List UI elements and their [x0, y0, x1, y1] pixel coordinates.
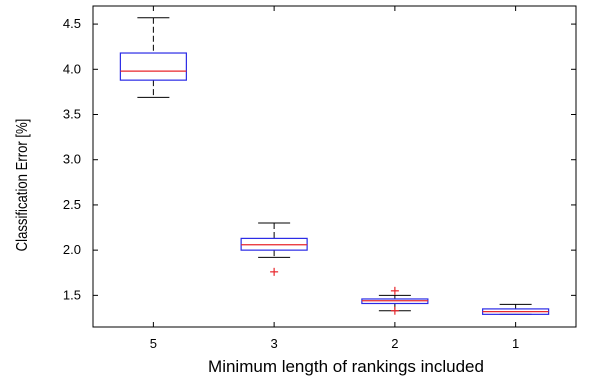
y-tick-label: 4.0: [63, 61, 81, 76]
box-5: [119, 17, 187, 98]
y-tick-label: 2.0: [63, 242, 81, 257]
outlier-point: [390, 306, 399, 315]
x-tick-label: 5: [150, 336, 157, 351]
x-tick-label: 2: [391, 336, 398, 351]
plot-area: [92, 5, 577, 328]
y-axis-label: Classification Error [%]: [14, 119, 31, 252]
y-tick-label: 4.5: [63, 16, 81, 31]
outlier-point: [390, 286, 399, 295]
box-2: [361, 286, 429, 315]
y-tick-label: 2.5: [63, 197, 81, 212]
x-axis: 5 3 2 1: [150, 6, 519, 351]
x-axis-label: Minimum length of rankings included: [208, 357, 484, 376]
box-iqr: [119, 52, 187, 81]
outlier-point: [270, 267, 279, 276]
boxes-group: [119, 17, 550, 315]
y-axis: 1.5 2.0 2.5 3.0 3.5 4.0 4.5: [63, 16, 576, 302]
y-tick-label: 3.5: [63, 107, 81, 122]
x-tick-label: 1: [512, 336, 519, 351]
box-3: [240, 222, 308, 276]
y-tick-label: 3.0: [63, 152, 81, 167]
x-tick-label: 3: [271, 336, 278, 351]
box-1: [482, 303, 550, 315]
y-tick-label: 1.5: [63, 287, 81, 302]
